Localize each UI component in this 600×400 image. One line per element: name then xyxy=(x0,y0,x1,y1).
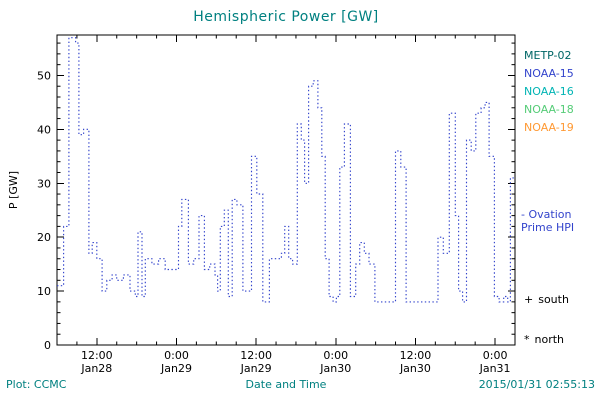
y-tick-label: 10 xyxy=(37,285,51,298)
plot-frame xyxy=(56,34,516,346)
legend-ovation-line1: - Ovation xyxy=(521,208,572,221)
plus-marker-icon: + xyxy=(524,293,534,306)
hpi-step-line xyxy=(57,37,515,303)
x-tick-time-label: 12:00 xyxy=(81,349,113,362)
legend-item-noaa-16: NOAA-16 xyxy=(524,85,574,98)
x-tick-date-label: Jan29 xyxy=(160,362,192,375)
legend-item-noaa-19: NOAA-19 xyxy=(524,121,574,134)
x-tick-date-label: Jan30 xyxy=(399,362,431,375)
y-axis-label: P [GW] xyxy=(7,170,20,210)
x-tick-time-label: 0:00 xyxy=(483,349,508,362)
legend-item-noaa-15: NOAA-15 xyxy=(524,67,574,80)
legend-marker-north: * north xyxy=(524,333,564,346)
x-tick-time-label: 12:00 xyxy=(240,349,272,362)
legend-item-noaa-18: NOAA-18 xyxy=(524,103,574,116)
plot-credit: Plot: CCMC xyxy=(6,378,67,391)
x-tick-time-label: 0:00 xyxy=(164,349,189,362)
x-tick-date-label: Jan29 xyxy=(240,362,272,375)
legend-marker-south-label: south xyxy=(538,293,569,306)
legend-marker-north-label: north xyxy=(534,333,565,346)
x-tick-time-label: 0:00 xyxy=(323,349,348,362)
chart-title: Hemispheric Power [GW] xyxy=(193,9,379,25)
x-tick-date-label: Jan28 xyxy=(80,362,112,375)
legend-ovation-prime: - Ovation Prime HPI xyxy=(521,208,574,234)
y-tick-label: 50 xyxy=(37,69,51,82)
x-tick-date-label: Jan31 xyxy=(479,362,511,375)
legend-ovation-line2: Prime HPI xyxy=(521,221,575,234)
x-tick-date-label: Jan30 xyxy=(319,362,351,375)
y-tick-label: 20 xyxy=(37,231,51,244)
x-axis-label: Date and Time xyxy=(245,378,327,391)
asterisk-marker-icon: * xyxy=(524,333,530,346)
y-tick-label: 30 xyxy=(37,177,51,190)
plot-timestamp: 2015/01/31 02:55:13 xyxy=(478,378,595,391)
legend-item-metp-02: METP-02 xyxy=(524,49,572,62)
y-tick-label: 40 xyxy=(37,123,51,136)
legend-satellites: METP-02 NOAA-15 NOAA-16 NOAA-18 NOAA-19 xyxy=(524,47,574,137)
x-tick-time-label: 12:00 xyxy=(400,349,432,362)
legend-marker-south: + south xyxy=(524,293,569,306)
y-tick-label: 0 xyxy=(44,339,51,352)
